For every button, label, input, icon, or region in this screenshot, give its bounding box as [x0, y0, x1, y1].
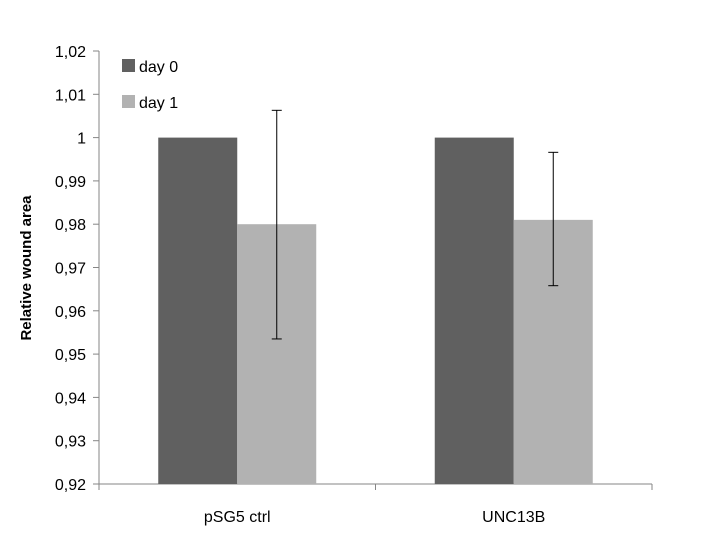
y-tick-label: 1: [77, 131, 86, 148]
y-tick-label: 0,97: [55, 261, 86, 278]
bar-day-0-pSG5-ctrl: [158, 137, 238, 484]
y-axis-title: Relative wound area: [18, 195, 35, 341]
y-tick-label: 0,96: [55, 304, 86, 321]
bar-day-0-UNC13B: [434, 137, 514, 484]
x-tick-label: pSG5 ctrl: [204, 509, 271, 526]
error-bars: [271, 109, 559, 340]
y-tick-label: 0,92: [55, 477, 86, 494]
y-tick-label: 0,93: [55, 434, 86, 451]
x-tick-labels: pSG5 ctrl UNC13B: [204, 509, 545, 526]
legend-label-day-0: day 0: [139, 59, 178, 76]
x-tick-label: UNC13B: [482, 509, 545, 526]
x-ticks: [98, 484, 653, 490]
y-tick-label: 0,94: [55, 390, 86, 407]
y-tick-label: 1,02: [55, 44, 86, 61]
y-ticks: 0,92 0,93 0,94 0,95 0,96 0,97 0,98 0,99 1 1,01 1,0…: [55, 44, 99, 494]
y-tick-label: 1,01: [55, 87, 86, 104]
y-tick-label: 0,95: [55, 347, 86, 364]
legend-swatch-day-1: [122, 95, 135, 108]
plot-area: 0,92 0,93 0,94 0,95 0,96 0,97 0,98 0,99 1 1,01 1,0…: [55, 44, 653, 526]
y-tick-label: 0,98: [55, 217, 86, 234]
bars: [158, 137, 593, 484]
legend-label-day-1: day 1: [139, 95, 178, 112]
legend-swatch-day-0: [122, 59, 135, 72]
y-tick-label: 0,99: [55, 174, 86, 191]
legend: day 0 day 1: [122, 59, 178, 112]
